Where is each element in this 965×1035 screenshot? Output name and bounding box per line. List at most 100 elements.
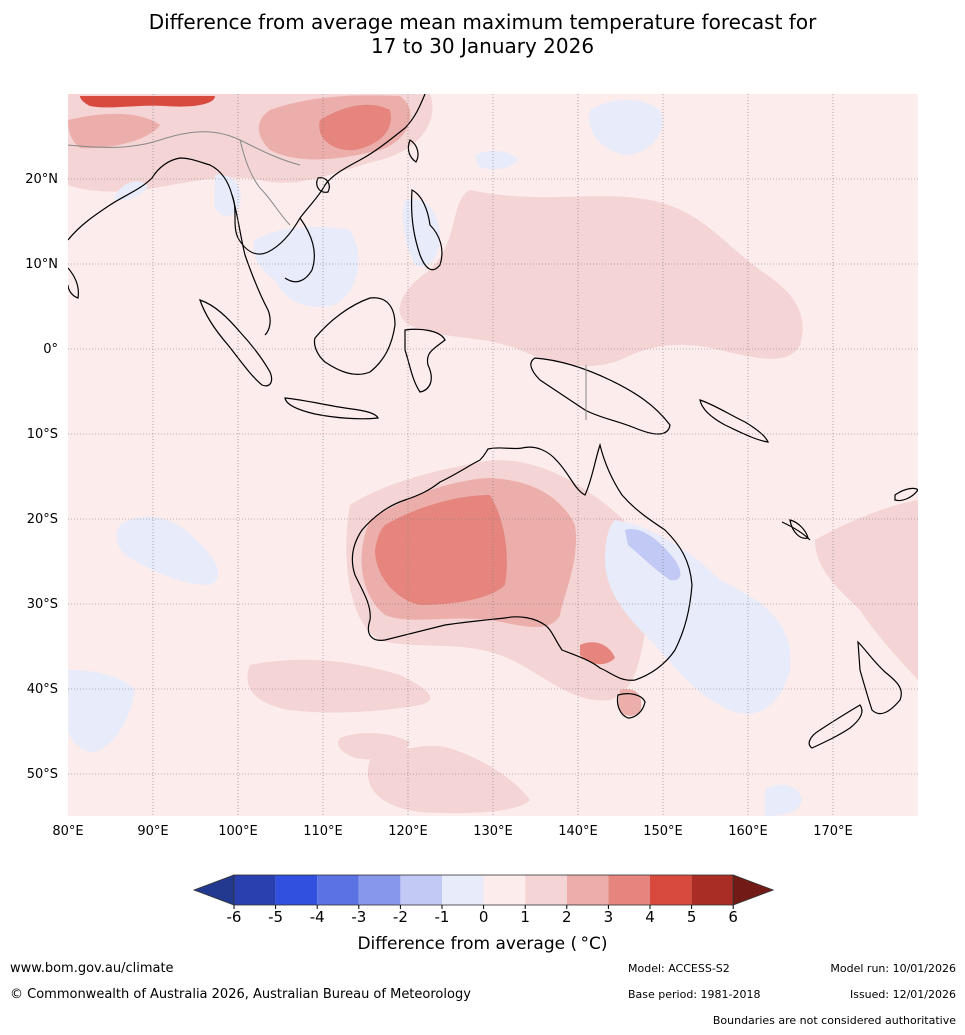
colorbar-swatch [358,875,401,905]
anomaly-region-himalaya-strong [80,96,215,108]
lon-label-90e: 90°E [137,824,168,839]
colorbar-swatch [442,875,484,905]
coastline-new-guinea [530,357,671,435]
boundaries-disclaimer: Boundaries are not considered authoritat… [712,1014,956,1027]
coastline-solomons [699,399,769,443]
lon-label-140e: 140°E [558,824,598,839]
lat-label-0: 0° [43,342,58,357]
colorbar-label: 4 [645,908,655,926]
map-title-line2: 17 to 30 January 2026 [370,34,595,58]
colorbar-swatch [483,875,526,905]
coastline-new-zealand-north [857,640,902,715]
lat-label-30s: 30°S [27,597,58,612]
colorbar-extend-low [192,874,235,906]
coastline-australia [351,442,693,681]
coastline-tasmania [616,693,646,719]
border-indochina [239,139,291,226]
lon-label-170e: 170°E [813,824,853,839]
colorbar-label: -3 [351,908,366,926]
coastline-philippines [410,189,443,271]
colorbar-swatch [275,875,318,905]
colorbar-label: -5 [268,908,283,926]
lon-label-150e: 150°E [643,824,683,839]
anomaly-region-bass-moderate [618,689,642,716]
lon-label-160e: 160°E [728,824,768,839]
colorbar-label: -6 [227,908,242,926]
colorbar-title: Difference from average ( °C) [357,934,608,954]
colorbar-label: 6 [728,908,738,926]
model-name: Model: ACCESS-S2 [628,962,730,975]
lat-label-10s: 10°S [27,427,58,442]
colorbar-label: 0 [479,908,489,926]
anomaly-region-india-north-moderate [68,113,160,149]
anomaly-region-southern-ocean-3 [338,733,410,760]
colorbar-label: -2 [393,908,408,926]
coastline-indochina-east [284,217,315,283]
colorbar-swatch [234,875,276,905]
anomaly-region-india-cool [115,181,148,201]
coastline-sumatra [199,299,273,387]
colorbar-label: 3 [604,908,614,926]
map-title: Difference from average mean maximum tem… [0,10,965,58]
colorbar-swatch [317,875,359,905]
coastline-java [284,397,379,420]
longitude-labels: 80°E 90°E 100°E 110°E 120°E 130°E 140°E … [52,824,852,839]
lat-label-40s: 40°S [27,682,58,697]
colorbar-swatch [525,875,567,905]
border-china-south [68,131,301,166]
lat-label-20n: 20°N [25,172,58,187]
lon-label-80e: 80°E [52,824,83,839]
colorbar-extend-high [732,874,775,906]
anomaly-region-east-australia-cool [605,520,791,714]
country-borders [68,131,587,420]
anomaly-region-tasman-warm [815,500,918,680]
colorbar-label: -4 [310,908,325,926]
lat-label-20s: 20°S [27,512,58,527]
coastline-taiwan [407,139,419,163]
anomaly-region-southern-ocean-1 [247,659,431,713]
colorbar-label: -1 [435,908,450,926]
lat-label-50s: 50°S [27,767,58,782]
anomaly-region-pacific-warm [399,190,803,367]
anomaly-region-pacific-north-cool-2 [475,150,518,170]
lon-label-130e: 130°E [473,824,513,839]
anomaly-region-southwest-cool [68,670,135,752]
coastline-malay-peninsula [231,194,271,336]
anomaly-region-victoria-strong [580,642,615,665]
lat-label-10n: 10°N [25,257,58,272]
coastline-borneo [313,297,396,375]
colorbar-swatch [400,875,442,905]
anomaly-region-southern-ocean-2 [367,745,530,814]
lon-label-100e: 100°E [218,824,258,839]
gridlines [68,94,918,816]
issued-date: Issued: 12/01/2026 [849,988,956,1001]
colorbar-swatch [691,875,734,905]
coastline-hainan [316,177,330,193]
anomaly-region-indochina-cool [253,227,359,308]
colorbar-swatch [608,875,650,905]
lon-label-110e: 110°E [303,824,343,839]
map-title-line1: Difference from average mean maximum tem… [148,10,817,34]
coastline-india-tip [68,267,79,299]
anomaly-region-china-strong [319,104,391,151]
anomaly-region-queensland-moderate-cool [625,529,681,581]
anomaly-shading [68,94,918,816]
coastline-new-zealand-south [808,704,863,749]
base-period: Base period: 1981-2018 [628,988,761,1001]
model-run-date: Model run: 10/01/2026 [830,962,956,975]
coastline-sulawesi [404,328,446,393]
anomaly-region-indian-ocean-cool [116,516,219,585]
anomaly-region-south-pacific-cool [765,784,802,816]
colorbar-swatch [566,875,609,905]
colorbar-label: 1 [520,908,530,926]
coastline-fiji [894,487,918,502]
lon-label-120e: 120°E [388,824,428,839]
colorbar-label: 2 [562,908,572,926]
latitude-labels: 20°N 10°N 0° 10°S 20°S 30°S 40°S 50°S [25,172,58,782]
coastline-new-caledonia [781,521,811,541]
colorbar-label: 5 [687,908,697,926]
colorbar: -6 -5 -4 -3 -2 -1 0 1 2 3 4 5 6 [192,874,775,926]
website-link[interactable]: www.bom.gov.au/climate [10,961,174,976]
copyright-notice: © Commonwealth of Australia 2026, Austra… [10,987,471,1002]
